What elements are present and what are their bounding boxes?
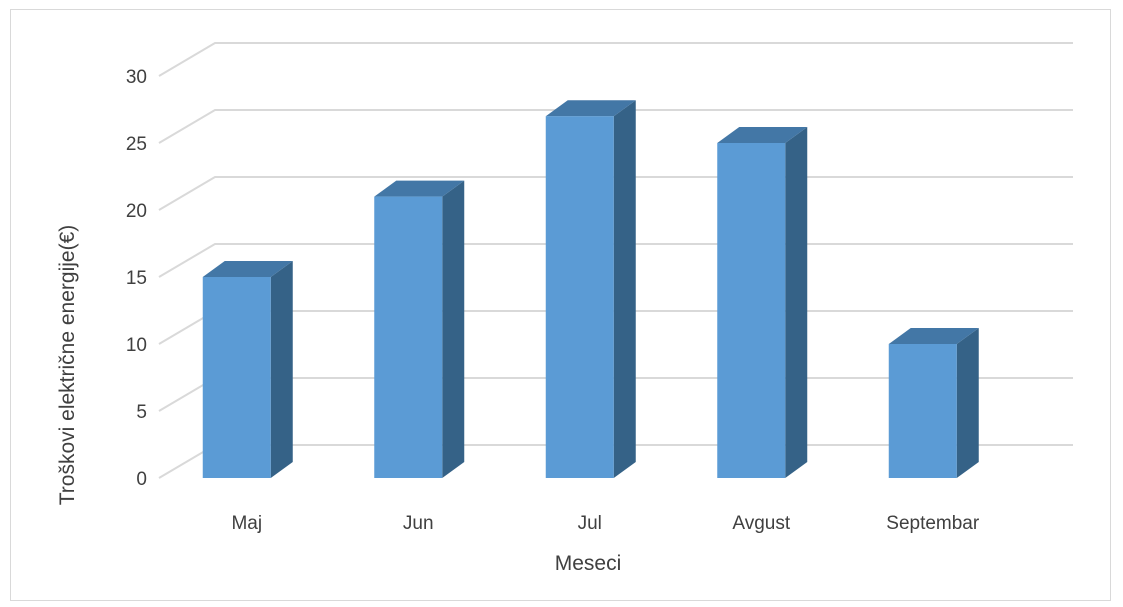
x-axis-title: Meseci (555, 552, 622, 575)
bar-top (888, 328, 979, 344)
y-axis-ticks: 0 5 10 15 20 25 30 (126, 67, 147, 490)
y-tick-label: 10 (126, 335, 147, 356)
y-tick-label: 30 (126, 67, 147, 88)
x-tick-label: Avgust (732, 513, 790, 534)
y-tick-label: 15 (126, 268, 147, 289)
x-tick-label: Jun (403, 513, 434, 534)
bar-side (785, 127, 808, 478)
x-tick-label: Maj (231, 513, 262, 534)
bar-front (717, 143, 786, 478)
y-tick-label: 0 (136, 469, 147, 490)
y-tick-label: 25 (126, 134, 147, 155)
bar-top (545, 100, 636, 117)
x-axis-ticks: Maj Jun Jul Avgust Septembar (231, 513, 979, 534)
bar-side (270, 261, 293, 478)
bar (374, 180, 465, 478)
x-tick-label: Septembar (886, 513, 980, 534)
bar-side (442, 180, 465, 478)
gridline (158, 109, 1073, 144)
bar-front (888, 344, 957, 478)
bar-side (613, 100, 636, 478)
bar-front (545, 116, 614, 478)
y-tick-label: 20 (126, 201, 147, 222)
bar-top (374, 180, 465, 197)
bar (202, 261, 293, 478)
bar-side (956, 328, 979, 478)
bar (717, 127, 808, 478)
y-axis-title: Troškovi električne energije(€) (56, 225, 79, 506)
bars (202, 100, 979, 478)
gridline (158, 42, 1073, 77)
bar-front (374, 196, 443, 478)
y-tick-label: 5 (136, 402, 147, 423)
bar-front (202, 277, 271, 478)
bar-top (202, 261, 293, 277)
bar (545, 100, 636, 478)
x-tick-label: Jul (578, 513, 602, 534)
bar-top (717, 127, 808, 143)
bar (888, 328, 979, 478)
